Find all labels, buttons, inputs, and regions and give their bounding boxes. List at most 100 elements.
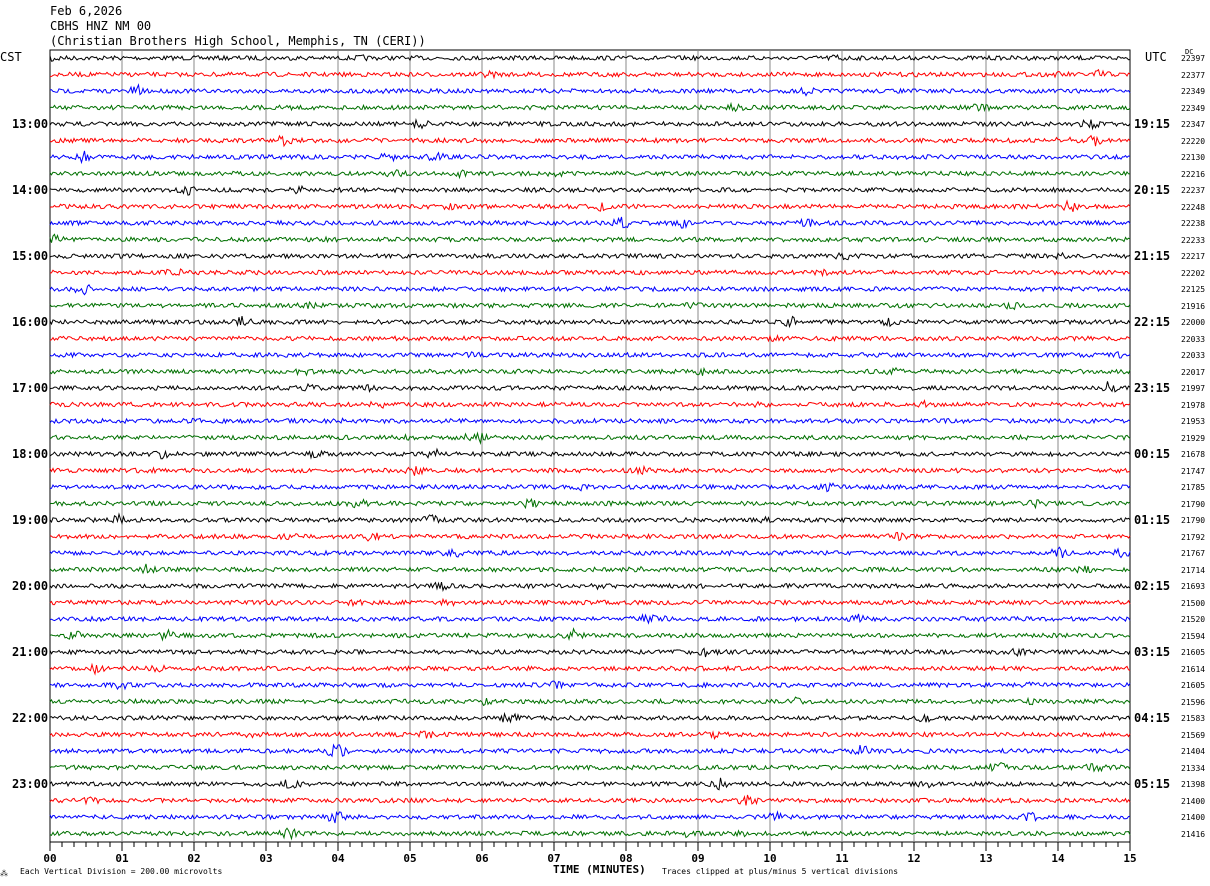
dc-offset-label: 21605 [1181, 681, 1206, 690]
seismic-trace [49, 300, 1131, 311]
dc-offset-label: 21693 [1181, 582, 1206, 591]
dc-offset-label: 22237 [1181, 186, 1206, 195]
dc-offset-label: 22216 [1181, 169, 1206, 179]
dc-offset-label: 21334 [1181, 763, 1206, 773]
dc-offset-label: 22397 [1181, 54, 1206, 63]
dc-offset-label: 22349 [1181, 103, 1206, 113]
x-tick-label: 12 [907, 852, 920, 865]
utc-hour-label: 00:15 [1134, 447, 1171, 461]
seismic-trace [49, 268, 1131, 278]
seismic-trace [49, 512, 1131, 525]
seismic-trace [49, 743, 1131, 758]
utc-hour-label: 02:15 [1134, 579, 1171, 593]
dc-offset-label: 22238 [1181, 219, 1206, 228]
seismic-trace [49, 711, 1131, 724]
dc-offset-label: 21790 [1181, 516, 1206, 525]
dc-offset-label: 21953 [1181, 417, 1206, 426]
utc-hour-label: 21:15 [1134, 249, 1171, 263]
seismic-trace [49, 315, 1131, 329]
dc-offset-label: 22033 [1181, 334, 1206, 344]
dc-offset-label: 21614 [1181, 664, 1206, 674]
x-tick-label: 06 [475, 852, 489, 865]
seismic-trace [49, 497, 1131, 510]
seismic-trace [49, 794, 1131, 806]
location-title: (Christian Brothers High School, Memphis… [50, 34, 426, 48]
dc-offset-label: 21929 [1181, 433, 1206, 443]
utc-hour-label: 03:15 [1134, 645, 1171, 659]
dc-offset-label: 22233 [1181, 235, 1206, 245]
dc-offset-label: 22220 [1181, 136, 1206, 146]
seismic-trace [49, 696, 1131, 707]
x-tick-label: 00 [43, 852, 56, 865]
seismic-trace [49, 101, 1131, 113]
seismic-trace [49, 464, 1131, 476]
x-tick-label: 15 [1123, 852, 1136, 865]
seismic-trace [49, 827, 1131, 841]
seismic-trace [49, 199, 1131, 212]
utc-axis-title: UTC [1145, 50, 1167, 64]
seismic-trace [49, 777, 1131, 791]
cst-axis-title: CST [0, 50, 22, 64]
seismic-trace [49, 662, 1131, 676]
seismic-trace [49, 333, 1131, 343]
seismic-trace [49, 680, 1131, 691]
cst-hour-label: 20:00 [12, 579, 49, 593]
cst-hour-label: 23:00 [12, 777, 49, 791]
seismic-trace [49, 366, 1131, 377]
utc-hour-label: 05:15 [1134, 777, 1171, 791]
seismic-trace [49, 150, 1131, 165]
seismic-trace [49, 482, 1131, 493]
seismic-trace [49, 597, 1131, 608]
cst-hour-label: 15:00 [12, 249, 49, 263]
seismic-trace [49, 647, 1131, 658]
seismic-trace [49, 54, 1131, 62]
dc-offset-label: 22033 [1181, 351, 1206, 360]
utc-hour-label: 20:15 [1134, 183, 1171, 197]
dc-offset-label: 21747 [1181, 466, 1206, 476]
clip-note: Traces clipped at plus/minus 5 vertical … [662, 867, 899, 876]
x-tick-label: 08 [619, 852, 632, 865]
seismic-trace [49, 251, 1131, 261]
dc-offset-label: 21500 [1181, 598, 1206, 608]
dc-offset-label: 22349 [1181, 87, 1206, 96]
x-tick-label: 10 [763, 852, 776, 865]
x-tick-label: 02 [187, 852, 200, 865]
seismic-trace [49, 184, 1131, 196]
dc-offset-label: 21678 [1181, 450, 1206, 459]
seismic-trace [49, 216, 1131, 229]
seismic-trace [49, 417, 1131, 425]
x-tick-label: 05 [403, 852, 416, 865]
x-tick-label: 14 [1051, 852, 1065, 865]
dc-offset-label: 22377 [1181, 70, 1206, 80]
seismic-trace [49, 627, 1131, 642]
dc-offset-label: 21767 [1181, 549, 1206, 558]
dc-offset-label: 21978 [1181, 400, 1206, 410]
dc-offset-label: 21400 [1181, 813, 1206, 822]
seismic-trace [49, 761, 1131, 773]
dc-offset-label: 21714 [1181, 565, 1206, 575]
seismic-trace [49, 118, 1131, 131]
utc-hour-label: 04:15 [1134, 711, 1171, 725]
cst-hour-label: 22:00 [12, 711, 49, 725]
x-tick-label: 13 [979, 852, 992, 865]
seismic-trace [49, 431, 1131, 445]
dc-offset-label: 22347 [1181, 120, 1206, 129]
seismic-trace [49, 399, 1131, 409]
cst-hour-label: 13:00 [12, 117, 49, 131]
seismic-trace [49, 447, 1131, 460]
seismic-trace [49, 546, 1131, 559]
seismic-trace [49, 283, 1131, 296]
scale-icon: ⁂ [0, 869, 8, 878]
seismic-trace [49, 810, 1131, 824]
dc-offset-label: 21596 [1181, 697, 1206, 707]
x-tick-label: 01 [115, 852, 129, 865]
dc-offset-label: 21792 [1181, 532, 1206, 542]
dc-offset-label: 22000 [1181, 318, 1206, 327]
dc-offset-label: 22130 [1181, 153, 1206, 162]
seismic-trace [49, 351, 1131, 359]
dc-offset-label: 22125 [1181, 285, 1206, 294]
dc-offset-label: 21790 [1181, 499, 1206, 509]
dc-offset-label: 21997 [1181, 384, 1206, 393]
dc-offset-label: 21916 [1181, 301, 1206, 311]
